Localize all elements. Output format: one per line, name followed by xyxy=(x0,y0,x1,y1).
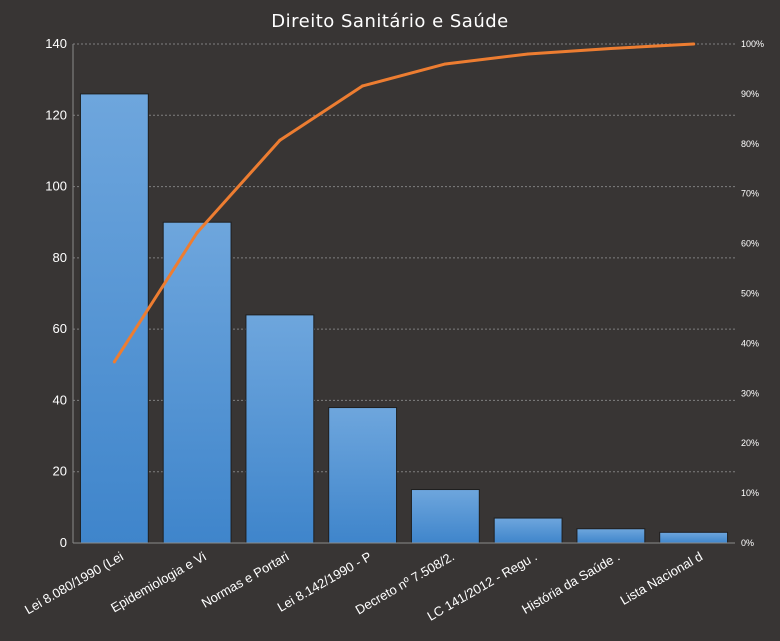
bar xyxy=(493,517,563,544)
y2-tick-label: 90% xyxy=(741,89,759,99)
y2-tick-label: 60% xyxy=(741,239,759,249)
y2-tick-label: 80% xyxy=(741,139,759,149)
y2-tick-label: 10% xyxy=(741,488,759,498)
line-point xyxy=(526,52,530,56)
bar-series xyxy=(79,93,729,544)
y-tick-label: 140 xyxy=(45,36,67,51)
line-point xyxy=(195,231,199,235)
y-tick-label: 60 xyxy=(53,321,67,336)
secondary-y-axis: 0% 10% 20% 30% 40% 50% 60% 70% 80% 90% 100% xyxy=(741,39,764,548)
cumulative-line-series xyxy=(112,42,696,364)
x-tick-label: Lista Nacional d xyxy=(618,549,706,608)
line-point xyxy=(361,84,365,88)
bar xyxy=(79,93,149,544)
y2-tick-label: 0% xyxy=(741,538,754,548)
line-point xyxy=(443,62,447,66)
line-point xyxy=(609,46,613,50)
line-point xyxy=(278,138,282,142)
bar xyxy=(328,407,398,544)
y2-tick-label: 50% xyxy=(741,289,759,299)
y-tick-label: 100 xyxy=(45,179,67,194)
bar xyxy=(659,531,729,544)
y-tick-label: 20 xyxy=(53,464,67,479)
bar xyxy=(162,221,232,544)
y-tick-label: 0 xyxy=(60,535,67,550)
y-tick-label: 40 xyxy=(53,392,67,407)
bar xyxy=(410,489,480,544)
y2-tick-label: 30% xyxy=(741,388,759,398)
bar xyxy=(576,528,646,544)
y-axis: 0 20 40 60 80 100 120 140 xyxy=(45,36,74,550)
cumulative-line xyxy=(112,42,696,364)
line-point xyxy=(692,42,696,46)
y2-tick-label: 70% xyxy=(741,189,759,199)
chart-title: Direito Sanitário e Saúde xyxy=(271,11,508,32)
line-point xyxy=(112,360,116,364)
y-tick-label: 120 xyxy=(45,107,67,122)
y-tick-label: 80 xyxy=(53,250,67,265)
y2-tick-label: 40% xyxy=(741,338,759,348)
y2-tick-label: 20% xyxy=(741,438,759,448)
y2-tick-label: 100% xyxy=(741,39,764,49)
bar xyxy=(245,314,315,544)
